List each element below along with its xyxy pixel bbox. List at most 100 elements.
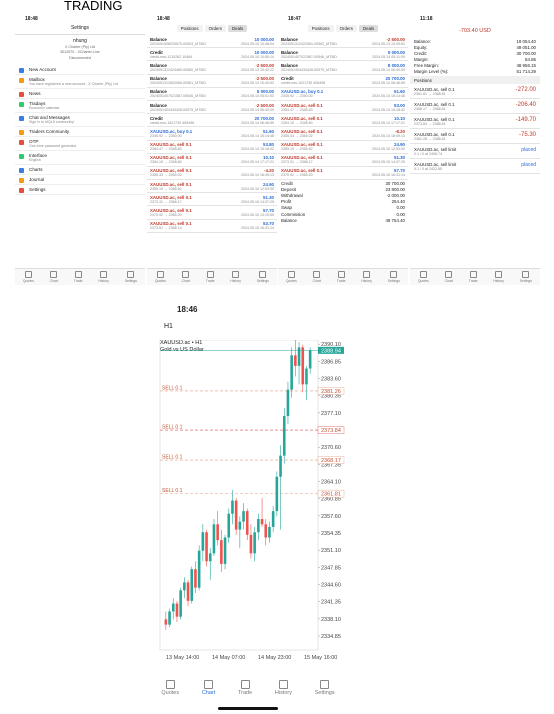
tab-icon xyxy=(127,271,135,278)
deal-row: Credit credit-nnn-1210262 10484 10 000.00 2… xyxy=(147,48,277,62)
deal-right: -4.20 2024.05.14 18:49:13 xyxy=(241,168,274,177)
tab-item[interactable]: History xyxy=(361,271,372,283)
order-label: SELL 0.1 xyxy=(162,455,183,461)
menu-item[interactable]: OTP One-time password generator xyxy=(15,137,145,151)
deal-row: XAUUSD.ac, buy 0.1 2345.92 → 2350.00 51.60… xyxy=(278,88,408,101)
menu-item[interactable]: Tradays Economic calendar xyxy=(15,99,145,113)
deal-row: XAUUSD.ac, sell 0.1 2370.92 → 2365.20 57.7… xyxy=(147,206,277,220)
view-tab[interactable]: Orders xyxy=(335,25,357,32)
position-row[interactable]: XAUUSD.ac, sell limit 0.1 / 0 at 2406.74 p… xyxy=(410,144,540,159)
menu-item[interactable]: Traders Community xyxy=(15,127,145,137)
view-tab[interactable]: Deals xyxy=(359,25,379,32)
summary-key: Swap xyxy=(281,205,292,211)
deal-right: 5 000.00 2024.05.14 05:11:09 xyxy=(372,50,405,59)
position-row[interactable]: XAUUSD.ac, sell 0.1 2361.81 → 2388.81 -272… xyxy=(410,84,540,99)
position-row[interactable]: XAUUSD.ac, sell 0.1 2368.17 → 2388.81 -206… xyxy=(410,99,540,114)
deal-right: 8 000.00 2024.05.14 06:40:09 xyxy=(372,63,405,72)
tab-item[interactable]: Trade xyxy=(74,271,83,283)
deal-name: XAUUSD.ac, buy 0.1 xyxy=(150,128,193,134)
deal-row: Balance 2024051407021587-00546_MT5ID 5 000… xyxy=(278,48,408,62)
tab-item[interactable]: Quotes xyxy=(23,271,34,283)
deal-value: 57.70 xyxy=(394,168,405,174)
tab-item[interactable]: Quotes xyxy=(418,271,429,283)
deal-row: Balance 2024051312424460-00560_MT5ID -2 50… xyxy=(147,61,277,75)
menu-item[interactable]: Interface English xyxy=(15,151,145,165)
deal-name: Balance xyxy=(150,36,167,42)
position-row[interactable]: XAUUSD.ac, sell 0.1 2373.84 → 2388.81 -149… xyxy=(410,114,540,129)
view-tab[interactable]: Positions xyxy=(307,25,334,32)
summary-row: Margin Level (%): 51 714.29 xyxy=(410,68,540,74)
tab-item[interactable]: Trade xyxy=(469,271,478,283)
tab-item[interactable]: Settings xyxy=(315,680,335,696)
tab-item[interactable]: History xyxy=(230,271,241,283)
view-tab[interactable]: Deals xyxy=(228,25,248,32)
menu-item[interactable]: New Account xyxy=(15,65,145,75)
view-tab[interactable]: Orders xyxy=(204,25,226,32)
deal-left: Balance 2024051404434428-00575_MT5ID xyxy=(150,103,206,112)
deal-detail: 2024051312422061-00562_MT5ID xyxy=(281,41,337,46)
tab-item[interactable]: Trade xyxy=(337,271,346,283)
page-title: TRADING xyxy=(64,0,123,13)
view-tab[interactable]: Positions xyxy=(176,25,203,32)
deal-value: 51.30 xyxy=(394,155,405,161)
menu-item[interactable]: Chat and Messages Sign in to MQL5 communi… xyxy=(15,113,145,127)
deal-right: 20 700.00 2024.05.14 06:46:59 xyxy=(372,76,405,85)
menu-item[interactable]: Journal xyxy=(15,175,145,185)
tab-item[interactable]: Chart xyxy=(313,271,321,283)
position-value: -272.00 xyxy=(515,86,536,93)
timeframe[interactable]: H1 xyxy=(164,323,173,330)
tab-item[interactable]: History xyxy=(98,271,109,283)
menu-item[interactable]: Mailbox You have registered a new account… xyxy=(15,75,145,89)
candle-body xyxy=(308,350,312,369)
summary-value: 30 700.00 xyxy=(516,50,536,56)
deal-left: XAUUSD.ac, sell 0.1 2359.10 → 2356.62 xyxy=(150,182,192,191)
home-indicator xyxy=(218,707,278,710)
order-price: 2373.84 xyxy=(321,428,341,434)
candle-body xyxy=(268,526,271,538)
tab-item[interactable]: Settings xyxy=(257,271,269,283)
tab-icon xyxy=(313,271,321,278)
tab-item[interactable]: Quotes xyxy=(161,680,179,696)
position-row[interactable]: XAUUSD.ac, sell 0.1 2381.28 → 2388.81 -75.… xyxy=(410,129,540,144)
deal-right: 10.10 2024.05.14 17:17:21 xyxy=(241,155,274,164)
tab-item[interactable]: Trade xyxy=(206,271,215,283)
position-row[interactable]: XAUUSD.ac, sell limit 0.1 / 0 at 2422.65 p… xyxy=(410,159,540,174)
tab-item[interactable]: Chart xyxy=(202,680,215,696)
tab-item[interactable]: Settings xyxy=(388,271,400,283)
tab-item[interactable]: Settings xyxy=(520,271,532,283)
deal-detail: 2370.92 → 2365.20 xyxy=(281,173,313,178)
deal-left: XAUUSD.ac, buy 0.1 2345.92 → 2350.00 xyxy=(281,89,323,98)
tab-item[interactable]: Trade xyxy=(238,680,252,696)
menu-item[interactable]: News xyxy=(15,89,145,99)
candle-body xyxy=(271,511,275,527)
summary-row: Profit 254.40 xyxy=(278,199,408,205)
tab-icon xyxy=(232,271,240,278)
tab-icon xyxy=(522,271,530,278)
menu-label: News xyxy=(29,91,41,96)
deal-detail: 2359.10 → 2356.62 xyxy=(150,186,182,191)
view-switch: Positions Orders Deals xyxy=(147,25,277,32)
tab-label: Quotes xyxy=(417,279,429,283)
tab-item[interactable]: Chart xyxy=(445,271,453,283)
tab-item[interactable]: Settings xyxy=(125,271,137,283)
price-tag-bg xyxy=(317,489,345,498)
candle-body xyxy=(275,476,279,512)
menu-item[interactable]: Charts xyxy=(15,165,145,175)
deal-left: XAUUSD.ac, sell 0.1 2354.47 → 2348.83 xyxy=(281,103,323,112)
tab-bar: Quotes Chart Trade History Settings xyxy=(150,676,346,700)
tab-item[interactable]: Chart xyxy=(182,271,190,283)
menu-label: Charts xyxy=(29,167,43,172)
candle-body xyxy=(297,347,301,366)
symbol: XAUUSD.ac • H1 xyxy=(160,340,203,346)
candle-body xyxy=(190,569,194,601)
tab-item[interactable]: Chart xyxy=(50,271,58,283)
menu-item[interactable]: Settings xyxy=(15,185,145,195)
tab-item[interactable]: Quotes xyxy=(286,271,297,283)
tab-item[interactable]: History xyxy=(275,680,292,696)
deal-value: -2 500.00 xyxy=(386,36,405,42)
tab-item[interactable]: History xyxy=(493,271,504,283)
candle-body xyxy=(253,532,256,554)
description: Gold vs US Dollar xyxy=(160,347,204,353)
tab-item[interactable]: Quotes xyxy=(155,271,166,283)
deal-left: Balance 2024051312422061-00562_MT5ID xyxy=(281,37,337,46)
